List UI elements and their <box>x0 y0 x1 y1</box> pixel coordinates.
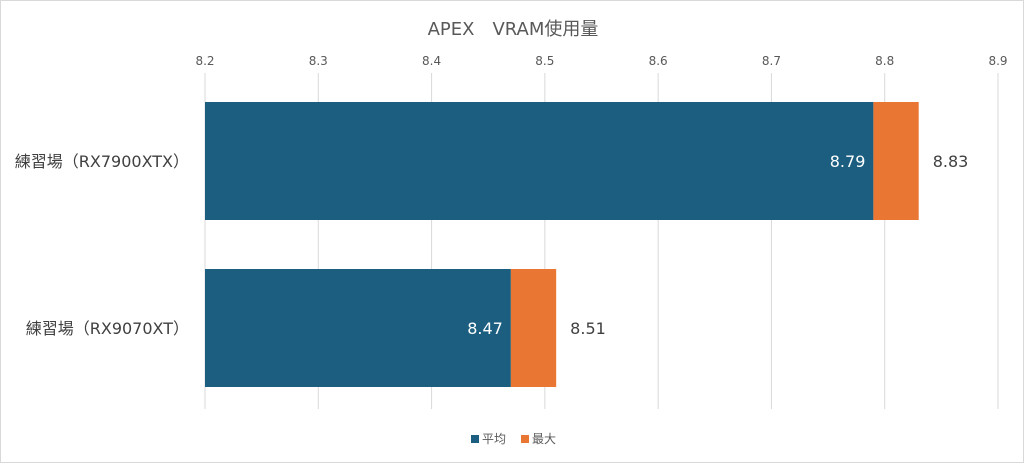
category-label: 練習場（RX7900XTX） <box>15 152 189 171</box>
bar-average <box>205 102 874 220</box>
x-axis-ticks: 8.2 8.3 8.4 8.5 8.6 8.7 8.8 8.9 <box>195 54 1007 68</box>
bar-max <box>873 102 919 220</box>
bars <box>205 102 919 387</box>
data-label-max: 8.51 <box>570 319 606 338</box>
data-label-average: 8.79 <box>830 152 866 171</box>
data-label-max: 8.83 <box>933 152 969 171</box>
x-tick-label: 8.6 <box>649 54 668 68</box>
legend-label: 平均 <box>482 432 506 446</box>
x-tick-label: 8.2 <box>195 54 214 68</box>
category-labels: 練習場（RX7900XTX） 練習場（RX9070XT） <box>15 152 189 338</box>
chart-title: APEX VRAM使用量 <box>428 19 599 40</box>
x-tick-label: 8.3 <box>309 54 328 68</box>
data-labels: 8.79 8.83 8.47 8.51 <box>467 152 968 338</box>
x-tick-label: 8.4 <box>422 54 441 68</box>
x-tick-label: 8.8 <box>875 54 894 68</box>
bar-average <box>205 269 511 387</box>
legend: 平均 最大 <box>471 432 556 446</box>
x-tick-label: 8.7 <box>762 54 781 68</box>
category-label: 練習場（RX9070XT） <box>26 319 189 338</box>
legend-swatch <box>521 435 529 443</box>
bar-max <box>510 269 557 387</box>
x-tick-label: 8.9 <box>988 54 1007 68</box>
data-label-average: 8.47 <box>467 319 503 338</box>
legend-swatch <box>471 435 479 443</box>
x-tick-label: 8.5 <box>535 54 554 68</box>
legend-label: 最大 <box>532 432 556 446</box>
